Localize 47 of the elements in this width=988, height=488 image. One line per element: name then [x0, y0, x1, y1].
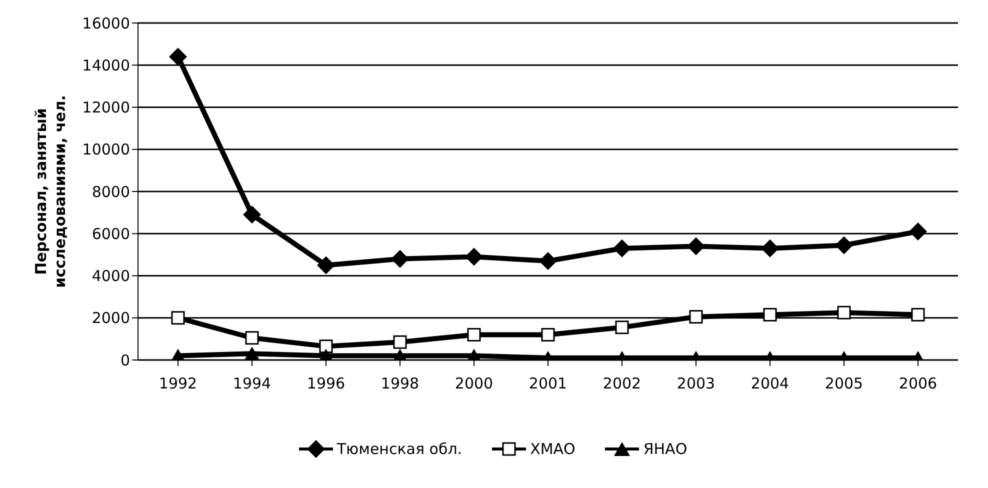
y-tick-label: 2000	[92, 309, 130, 328]
point	[465, 248, 483, 266]
point	[245, 331, 259, 345]
point	[243, 206, 261, 224]
point	[763, 308, 777, 322]
x-tick-label: 2001	[528, 374, 568, 393]
y-tick-label: 10000	[82, 140, 130, 159]
point	[393, 335, 407, 349]
point	[467, 328, 481, 342]
point	[319, 340, 333, 354]
y-tick-label: 14000	[82, 56, 130, 74]
point	[169, 48, 187, 66]
point	[835, 236, 853, 254]
point	[317, 256, 335, 274]
y-tick-label: 0	[120, 351, 130, 370]
y-tick-label: 16000	[82, 14, 130, 32]
point	[541, 328, 555, 342]
y-tick-label: 8000	[92, 182, 130, 201]
point	[391, 250, 409, 268]
y-axis-title: Персонал, занятый исследованиями, чел.	[32, 95, 69, 288]
point	[244, 346, 260, 360]
legend-label: ЯНАО	[643, 440, 688, 458]
x-tick-label: 2004	[750, 374, 790, 393]
x-tick-label: 2000	[454, 374, 494, 393]
legend-label: Тюменская обл.	[336, 440, 462, 458]
point	[837, 306, 851, 320]
x-tick-label: 2006	[898, 374, 938, 393]
legend-label: ХМАО	[530, 440, 576, 458]
point	[761, 239, 779, 258]
point	[615, 320, 629, 334]
x-tick-label: 1994	[232, 374, 272, 393]
y-tick-label: 6000	[92, 224, 130, 243]
x-tick-label: 2002	[602, 374, 642, 393]
point	[171, 311, 185, 325]
point	[911, 308, 925, 322]
point	[613, 239, 631, 258]
y-tick-label: 12000	[82, 98, 130, 117]
x-tick-label: 1998	[380, 374, 420, 393]
x-tick-label: 1992	[158, 374, 198, 393]
point	[539, 252, 557, 270]
y-tick-label: 4000	[92, 267, 130, 286]
point	[687, 237, 705, 256]
point	[909, 222, 927, 241]
x-tick-label: 1996	[306, 374, 346, 393]
point	[689, 310, 703, 324]
x-tick-label: 2005	[824, 374, 864, 393]
x-tick-label: 2003	[676, 374, 716, 393]
